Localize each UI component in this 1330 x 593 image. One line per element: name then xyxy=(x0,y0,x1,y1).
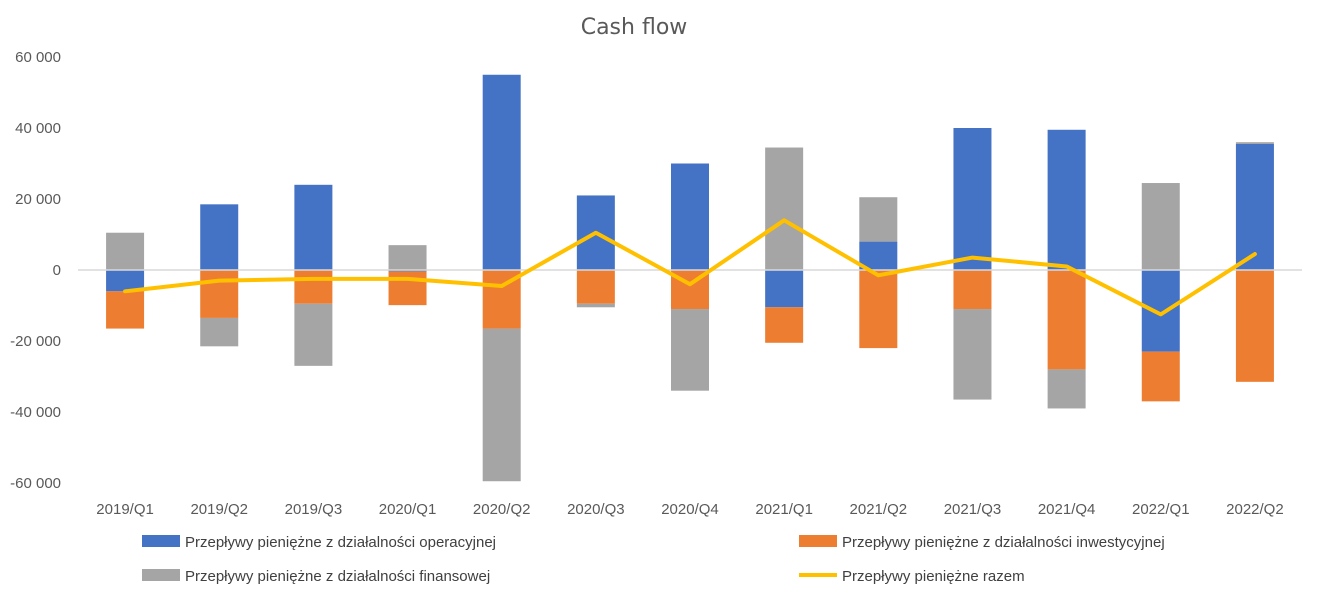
bar-series1-2020-Q1 xyxy=(388,271,427,306)
bar-series0-2021-Q3 xyxy=(953,128,992,270)
bar-series2-2019-Q2 xyxy=(200,317,239,347)
y-axis-ticks: 60 000 40 000 20 000 0 -20 000 -40 000 -60 000 xyxy=(10,49,61,492)
bar-series2-2020-Q2 xyxy=(482,328,521,482)
x-tick-label: 2022/Q2 xyxy=(1226,501,1284,518)
bar-series2-2021-Q2 xyxy=(859,197,898,242)
y-tick-label: -40 000 xyxy=(10,404,61,421)
bar-series2-2020-Q4 xyxy=(671,309,709,391)
bar-series2-2020-Q3 xyxy=(576,303,615,308)
bar-series0-2022-Q2 xyxy=(1235,143,1274,270)
x-tick-label: 2022/Q1 xyxy=(1132,501,1190,518)
legend-swatch xyxy=(799,535,837,547)
legend-swatch xyxy=(142,569,180,581)
x-tick-label: 2021/Q2 xyxy=(850,501,908,518)
bars xyxy=(106,74,1274,482)
x-tick-label: 2019/Q1 xyxy=(96,501,154,518)
bar-series1-2019-Q2 xyxy=(200,270,239,318)
bar-series2-2022-Q2 xyxy=(1235,142,1274,144)
bar-series1-2019-Q3 xyxy=(294,270,333,304)
bar-series2-2021-Q1 xyxy=(765,147,804,270)
x-tick-label: 2020/Q3 xyxy=(567,501,625,518)
y-tick-label: -20 000 xyxy=(10,333,61,350)
total-line-layer xyxy=(123,218,1257,317)
bar-series1-2021-Q1 xyxy=(765,307,804,343)
bar-series2-2019-Q1 xyxy=(106,232,145,270)
bar-series2-2019-Q3 xyxy=(294,303,333,366)
x-axis-ticks: 2019/Q1 2019/Q2 2019/Q3 2020/Q1 2020/Q2 2020/… xyxy=(96,501,1283,518)
y-tick-label: 0 xyxy=(53,262,61,279)
bar-series1-2022-Q1 xyxy=(1141,351,1180,402)
x-tick-label: 2021/Q1 xyxy=(755,501,813,518)
chart-title: Cash flow xyxy=(581,15,688,40)
y-tick-label: -60 000 xyxy=(10,475,61,492)
bar-series0-2019-Q2 xyxy=(200,204,239,270)
legend-label: Przepływy pieniężne z działalności finan… xyxy=(185,568,490,585)
bar-series0-2021-Q4 xyxy=(1047,129,1086,270)
x-tick-label: 2021/Q4 xyxy=(1038,501,1096,518)
bar-series1-2021-Q4 xyxy=(1047,270,1086,370)
bar-series0-2022-Q1 xyxy=(1141,270,1180,352)
bar-series0-2021-Q2 xyxy=(859,241,898,270)
legend-label: Przepływy pieniężne razem xyxy=(842,568,1025,585)
bar-series2-2021-Q4 xyxy=(1047,369,1086,409)
bar-series2-2020-Q1 xyxy=(388,245,427,270)
bar-series1-2022-Q2 xyxy=(1235,270,1274,382)
x-tick-label: 2021/Q3 xyxy=(944,501,1002,518)
bar-series2-2022-Q1 xyxy=(1141,183,1180,270)
bar-series0-2020-Q4 xyxy=(671,163,709,270)
legend-label: Przepływy pieniężne z działalności opera… xyxy=(185,534,496,551)
x-tick-label: 2020/Q2 xyxy=(473,501,531,518)
x-tick-label: 2019/Q3 xyxy=(285,501,343,518)
bar-series1-2020-Q3 xyxy=(576,270,615,304)
bar-series0-2019-Q1 xyxy=(106,270,145,292)
x-tick-label: 2020/Q4 xyxy=(661,501,719,518)
y-tick-label: 60 000 xyxy=(15,49,61,66)
bar-series1-2021-Q3 xyxy=(953,270,992,310)
y-tick-label: 40 000 xyxy=(15,120,61,137)
bar-series0-2020-Q2 xyxy=(482,74,521,270)
legend-label: Przepływy pieniężne z działalności inwes… xyxy=(842,534,1165,551)
x-tick-label: 2019/Q2 xyxy=(190,501,248,518)
bar-series2-2021-Q3 xyxy=(953,309,992,400)
bar-series1-2021-Q2 xyxy=(859,270,898,349)
legend: Przepływy pieniężne z działalności opera… xyxy=(142,534,1165,585)
bar-series0-2021-Q1 xyxy=(765,270,804,308)
y-tick-label: 20 000 xyxy=(15,191,61,208)
legend-swatch xyxy=(142,535,180,547)
bar-series0-2019-Q3 xyxy=(294,184,333,270)
x-tick-label: 2020/Q1 xyxy=(379,501,437,518)
bar-series1-2019-Q1 xyxy=(106,291,145,329)
